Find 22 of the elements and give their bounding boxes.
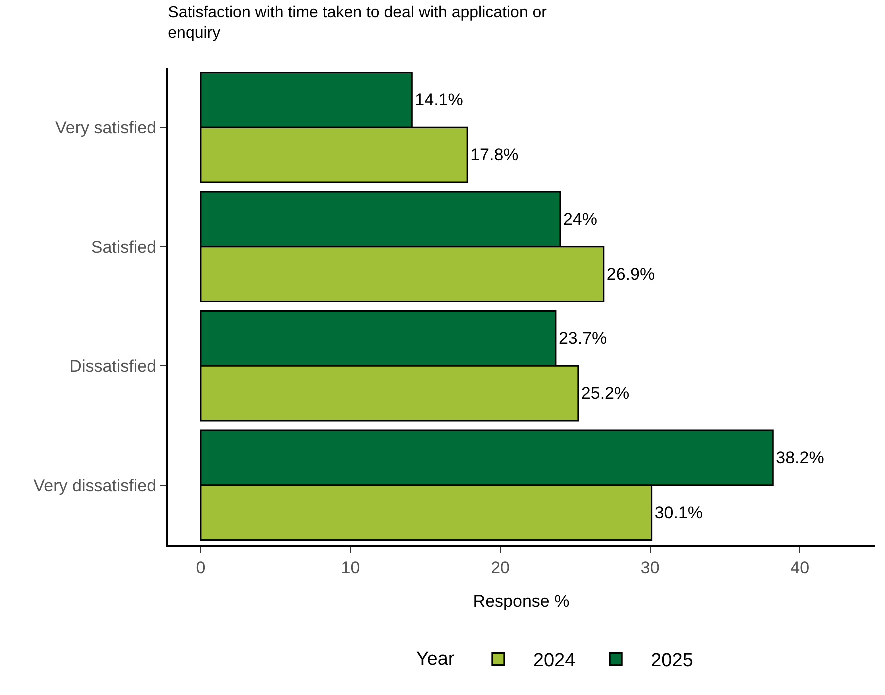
y-tick-label: Dissatisfied [70, 357, 157, 376]
x-tick-label: 20 [491, 558, 510, 578]
legend-label: 2024 [533, 650, 576, 672]
y-tick-label: Very satisfied [55, 118, 157, 138]
data-label: 24% [563, 210, 598, 229]
legend-label: 2025 [651, 650, 694, 672]
y-tick-label: Satisfied [91, 238, 157, 257]
data-label: 23.7% [558, 329, 608, 348]
y-tick-label: Very dissatisfied [34, 476, 157, 496]
legend-title: Year [416, 649, 456, 670]
data-label: 38.2% [776, 448, 824, 468]
data-label: 25.2% [581, 384, 630, 404]
chart-title: Satisfaction with time taken to deal with application or enquiry [168, 4, 548, 42]
x-tick-label: 40 [790, 558, 810, 578]
x-axis-title: Response % [473, 592, 570, 611]
data-label: 14.1% [415, 90, 464, 110]
data-label: 30.1% [654, 503, 704, 522]
data-label: 26.9% [606, 264, 656, 284]
x-tick-label: 10 [341, 558, 360, 578]
x-tick-label: 0 [196, 558, 206, 578]
data-label: 17.8% [470, 146, 519, 165]
x-tick-label: 30 [640, 558, 660, 578]
